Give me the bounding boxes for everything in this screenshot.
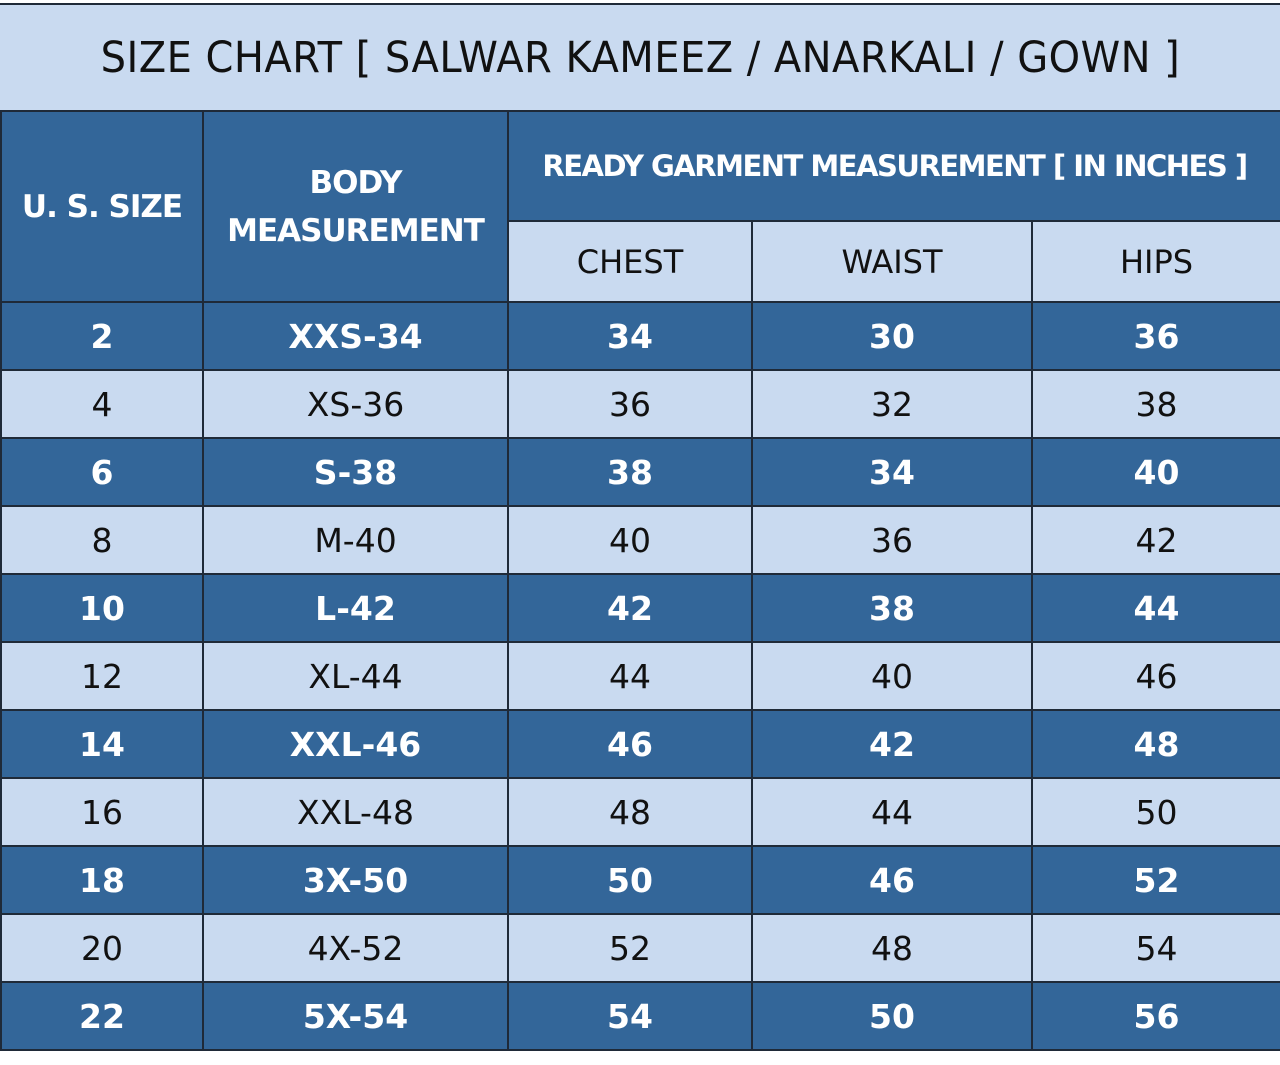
cell-hips: 56 xyxy=(1031,981,1280,1051)
cell-waist: 46 xyxy=(751,845,1033,915)
cell-size: 12 xyxy=(0,641,204,711)
cell-size: 6 xyxy=(0,437,204,507)
cell-waist: 50 xyxy=(751,981,1033,1051)
table-header: U. S. SIZE BODY MEASUREMENT READY GARMEN… xyxy=(0,110,1280,303)
table-row: 8 M-40 40 36 42 xyxy=(0,505,1280,575)
cell-body: XXS-34 xyxy=(202,301,509,371)
cell-hips: 54 xyxy=(1031,913,1280,983)
cell-size: 2 xyxy=(0,301,204,371)
header-body-line2: MEASUREMENT xyxy=(227,212,485,249)
title-bar: SIZE CHART [ SALWAR KAMEEZ / ANARKALI / … xyxy=(0,3,1280,110)
header-us-size: U. S. SIZE xyxy=(0,110,204,303)
cell-hips: 42 xyxy=(1031,505,1280,575)
cell-size: 10 xyxy=(0,573,204,643)
cell-size: 20 xyxy=(0,913,204,983)
table-row: 10 L-42 42 38 44 xyxy=(0,573,1280,643)
cell-chest: 38 xyxy=(507,437,753,507)
cell-body: M-40 xyxy=(202,505,509,575)
header-row-bottom: CHEST WAIST HIPS xyxy=(1,220,1280,303)
cell-waist: 44 xyxy=(751,777,1033,847)
size-table: U. S. SIZE BODY MEASUREMENT READY GARMEN… xyxy=(0,110,1280,1051)
cell-body: XS-36 xyxy=(202,369,509,439)
cell-body: XXL-48 xyxy=(202,777,509,847)
cell-chest: 44 xyxy=(507,641,753,711)
cell-chest: 42 xyxy=(507,573,753,643)
cell-body: S-38 xyxy=(202,437,509,507)
cell-size: 16 xyxy=(0,777,204,847)
header-body-line1: BODY xyxy=(309,164,403,201)
cell-size: 4 xyxy=(0,369,204,439)
header-row-top: U. S. SIZE BODY MEASUREMENT READY GARMEN… xyxy=(0,110,1280,303)
table-row: 2 XXS-34 34 30 36 xyxy=(0,301,1280,371)
cell-chest: 54 xyxy=(507,981,753,1051)
cell-body: L-42 xyxy=(202,573,509,643)
table-row: 12 XL-44 44 40 46 xyxy=(0,641,1280,711)
cell-hips: 52 xyxy=(1031,845,1280,915)
header-ready-garment: READY GARMENT MEASUREMENT [ IN INCHES ] xyxy=(507,110,1280,222)
cell-body: XXL-46 xyxy=(202,709,509,779)
cell-waist: 42 xyxy=(751,709,1033,779)
table-body: 2 XXS-34 34 30 36 4 XS-36 36 32 38 6 S-38 38 34 40 8… xyxy=(0,301,1280,1051)
bottom-margin xyxy=(0,1057,1280,1065)
page-title: SIZE CHART [ SALWAR KAMEEZ / ANARKALI / … xyxy=(100,32,1180,83)
table-row: 18 3X-50 50 46 52 xyxy=(0,845,1280,915)
table-row: 14 XXL-46 46 42 48 xyxy=(0,709,1280,779)
cell-body: XL-44 xyxy=(202,641,509,711)
cell-hips: 48 xyxy=(1031,709,1280,779)
cell-chest: 36 xyxy=(507,369,753,439)
cell-waist: 40 xyxy=(751,641,1033,711)
cell-hips: 50 xyxy=(1031,777,1280,847)
cell-hips: 38 xyxy=(1031,369,1280,439)
cell-size: 18 xyxy=(0,845,204,915)
cell-chest: 46 xyxy=(507,709,753,779)
table-row: 6 S-38 38 34 40 xyxy=(0,437,1280,507)
header-waist: WAIST xyxy=(751,220,1033,303)
cell-waist: 38 xyxy=(751,573,1033,643)
cell-waist: 48 xyxy=(751,913,1033,983)
table-row: 16 XXL-48 48 44 50 xyxy=(0,777,1280,847)
cell-waist: 32 xyxy=(751,369,1033,439)
table-row: 22 5X-54 54 50 56 xyxy=(0,981,1280,1051)
cell-size: 14 xyxy=(0,709,204,779)
cell-chest: 34 xyxy=(507,301,753,371)
cell-chest: 50 xyxy=(507,845,753,915)
cell-body: 4X-52 xyxy=(202,913,509,983)
cell-waist: 36 xyxy=(751,505,1033,575)
cell-size: 8 xyxy=(0,505,204,575)
cell-waist: 34 xyxy=(751,437,1033,507)
cell-hips: 36 xyxy=(1031,301,1280,371)
cell-body: 3X-50 xyxy=(202,845,509,915)
cell-body: 5X-54 xyxy=(202,981,509,1051)
cell-hips: 46 xyxy=(1031,641,1280,711)
cell-size: 22 xyxy=(0,981,204,1051)
cell-chest: 40 xyxy=(507,505,753,575)
cell-hips: 40 xyxy=(1031,437,1280,507)
table-row: 4 XS-36 36 32 38 xyxy=(0,369,1280,439)
cell-hips: 44 xyxy=(1031,573,1280,643)
cell-chest: 48 xyxy=(507,777,753,847)
table-row: 20 4X-52 52 48 54 xyxy=(0,913,1280,983)
cell-waist: 30 xyxy=(751,301,1033,371)
cell-chest: 52 xyxy=(507,913,753,983)
header-hips: HIPS xyxy=(1031,220,1280,303)
header-body-measurement: BODY MEASUREMENT xyxy=(202,110,509,303)
header-chest: CHEST xyxy=(507,220,753,303)
